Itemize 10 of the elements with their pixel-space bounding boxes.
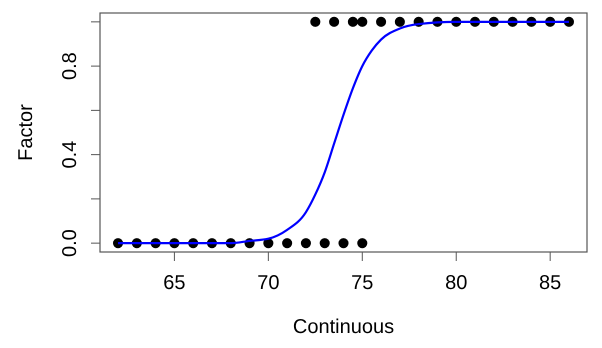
y-tick-label: 0.0 bbox=[59, 229, 81, 258]
y-tick-label: 0.4 bbox=[59, 140, 81, 169]
x-tick-label: 65 bbox=[163, 272, 186, 294]
x-tick-label: 80 bbox=[445, 272, 468, 294]
x-tick-label: 85 bbox=[539, 272, 562, 294]
x-tick-label: 70 bbox=[257, 272, 280, 294]
x-tick-label: 75 bbox=[351, 272, 374, 294]
y-axis-title: Factor bbox=[15, 104, 37, 161]
x-axis-title: Continuous bbox=[292, 316, 394, 338]
y-tick-label: 0.8 bbox=[59, 52, 81, 80]
